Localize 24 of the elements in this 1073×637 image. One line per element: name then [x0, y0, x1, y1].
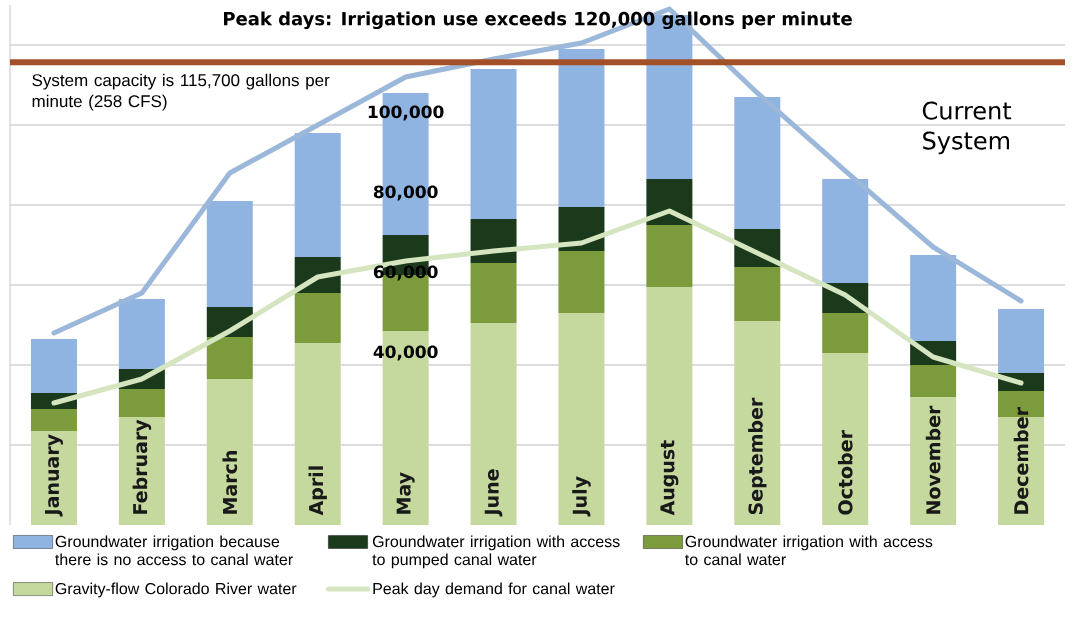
x-tick-label: June	[484, 469, 503, 517]
ref-line-label: System capacity is 115,700 gallons per minute (258 CFS)	[32, 73, 330, 111]
chart-title: Peak days: Irrigation use exceeds 120,000 gallons per minute	[224, 11, 852, 30]
x-tick-label: November	[925, 405, 941, 514]
annotation: Current System	[922, 101, 1012, 155]
x-tick-label: April	[308, 466, 327, 516]
y-tick-label: 100,000	[368, 105, 444, 121]
x-tick-label: October	[837, 430, 853, 515]
x-tick-label: March	[222, 451, 238, 514]
x-tick-label: May	[396, 472, 415, 514]
legend-label: Peak day demand for canal water	[373, 582, 615, 598]
legend-label: Groundwater irrigation because there is no access to canal water	[55, 535, 293, 566]
legend-label: Groundwater irrigation with access to canal water	[685, 535, 933, 566]
y-tick-label: 60,000	[373, 265, 438, 281]
legend-label: Gravity-flow Colorado River water	[55, 582, 297, 598]
legend-label: Groundwater irrigation with access to pumped canal water	[372, 535, 620, 569]
x-tick-label: December	[1013, 407, 1029, 514]
x-tick-label: August	[660, 440, 679, 516]
y-tick-label: 40,000	[373, 345, 438, 361]
x-tick-label: July	[572, 476, 591, 517]
x-tick-label: January	[44, 434, 63, 517]
y-tick-label: 80,000	[373, 185, 438, 201]
x-tick-label: February	[132, 419, 152, 514]
x-tick-label: September	[748, 397, 767, 515]
